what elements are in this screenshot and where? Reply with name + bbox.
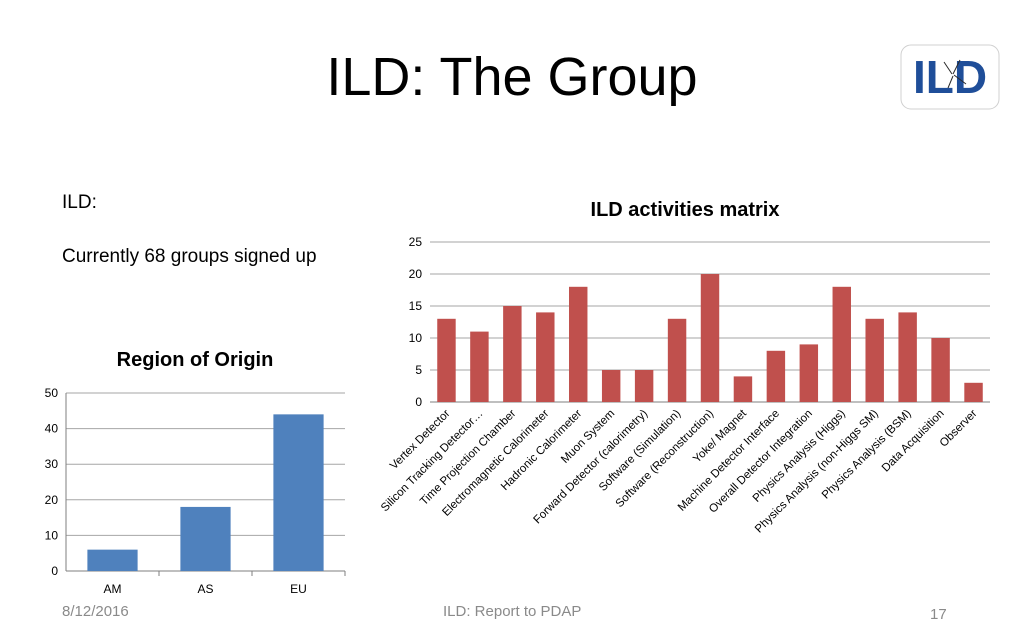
- intro-label: ILD:: [62, 192, 97, 213]
- region-chart-title: Region of Origin: [116, 349, 274, 371]
- bar: [87, 549, 138, 571]
- footer-center: ILD: Report to PDAP: [443, 603, 582, 620]
- y-tick-label: 30: [45, 457, 59, 471]
- bar: [832, 286, 851, 402]
- y-tick-label: 10: [409, 331, 423, 345]
- bar: [931, 338, 950, 402]
- page-number: 17: [930, 606, 947, 623]
- y-tick-label: 0: [415, 395, 422, 409]
- bar: [180, 506, 231, 571]
- region-of-origin-chart: 0 10 20 30 40 50 AM AS EU: [45, 386, 346, 596]
- bar: [733, 376, 753, 402]
- y-tick-label: 15: [409, 299, 423, 313]
- bar: [898, 312, 917, 402]
- bar: [569, 286, 588, 402]
- slide-title: ILD: The Group: [326, 47, 698, 107]
- ild-logo: ILD: [900, 44, 1000, 110]
- x-category-label: AM: [104, 582, 122, 596]
- bar: [964, 382, 983, 402]
- y-tick-label: 25: [409, 235, 423, 249]
- y-tick-label: 40: [45, 422, 59, 436]
- y-tick-label: 50: [45, 386, 59, 400]
- x-category-label: Vertex Detector: [388, 408, 453, 473]
- y-tick-label: 0: [51, 564, 58, 578]
- bar: [766, 350, 786, 402]
- bar: [470, 331, 489, 402]
- bar: [503, 306, 522, 402]
- y-tick-label: 5: [415, 363, 422, 377]
- bar: [273, 414, 324, 571]
- bar: [799, 344, 819, 402]
- bar: [634, 370, 654, 402]
- bar: [700, 274, 720, 402]
- bar: [865, 318, 884, 402]
- x-category-label: Physics Analysis (non-Higgs SM): [753, 408, 881, 536]
- y-tick-label: 20: [45, 493, 59, 507]
- bar: [601, 370, 621, 402]
- x-category-label: AS: [197, 582, 213, 596]
- footer-date: 8/12/2016: [62, 603, 129, 620]
- bar: [536, 312, 555, 402]
- y-tick-label: 20: [409, 267, 423, 281]
- activities-chart-title: ILD activities matrix: [590, 199, 780, 221]
- intro-text: Currently 68 groups signed up: [62, 246, 317, 267]
- logo-text: ILD: [913, 51, 987, 103]
- bar: [667, 318, 687, 402]
- y-tick-label: 10: [45, 528, 59, 542]
- bar: [437, 318, 456, 402]
- x-category-label: EU: [290, 582, 307, 596]
